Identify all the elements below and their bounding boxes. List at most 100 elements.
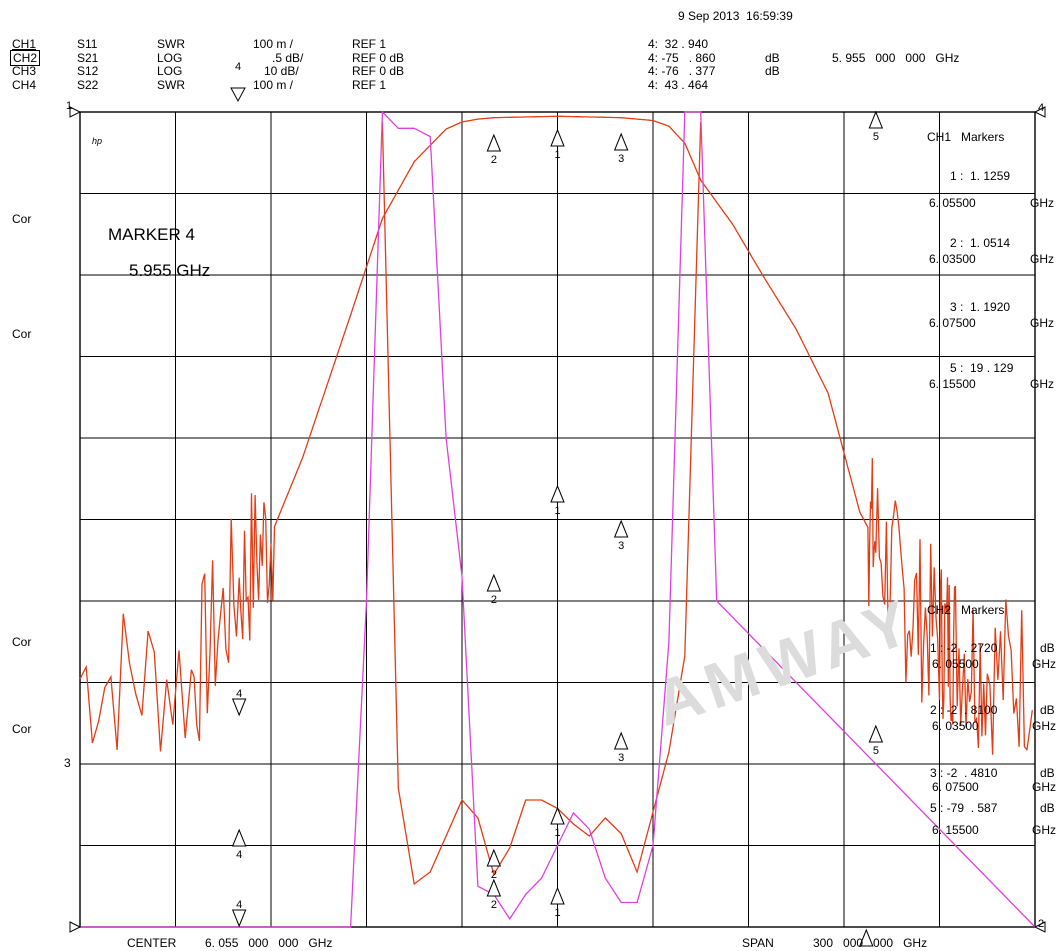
span-marker-triangle: [859, 928, 874, 947]
ch3-scale: 10 dB/: [264, 64, 299, 78]
active-marker-ch1: 4: 32 . 940: [648, 37, 709, 51]
ref-level-1: 1: [66, 100, 73, 112]
ch2-marker-2: 2: [486, 848, 502, 881]
ch1-marker-1-value: 1 : 1. 1259: [950, 169, 1011, 183]
ch2-marker-1-unit: dB: [1040, 641, 1055, 655]
ch3-param: S12: [77, 64, 99, 78]
ch4-format: SWR: [157, 78, 185, 92]
center-label: CENTER: [127, 936, 177, 950]
ch2-marker-1-label: 1: [555, 827, 561, 839]
ch3-scale-marker-number: 4: [235, 61, 242, 73]
ch4-marker-4-label: 4: [236, 899, 242, 911]
ch3-marker-1: 1: [550, 886, 565, 919]
ch3-scale-marker: [230, 87, 246, 103]
ch4-marker-2-triangle: [486, 573, 502, 592]
ch1-marker-1-triangle: [550, 128, 565, 147]
ref-arrow-ch1: [69, 106, 82, 118]
ch2-param: S21: [77, 51, 99, 65]
ch2-marker-1-value: 1 : -2 . 2720: [930, 641, 998, 655]
ch1-marker-5: 5: [868, 110, 884, 143]
ch2-marker-5: 5: [868, 724, 884, 757]
ref-level-2: 2: [1038, 918, 1045, 930]
ch4-marker-1-triangle: [550, 484, 565, 503]
ch4-marker-1: 1: [550, 484, 565, 517]
ch1-markers-title: CH1 Markers: [927, 130, 1005, 144]
ch4-marker-4: 4: [231, 899, 247, 928]
ch4-marker-2: 2: [486, 573, 502, 606]
ch2-marker-5-value: 5 : -79 . 587: [930, 801, 998, 815]
ch2-marker-2-freq: 6. 03500: [932, 719, 979, 733]
ch1-ref: REF 1: [352, 37, 387, 51]
ch1-marker-2-freq: 6. 03500: [929, 252, 976, 266]
ch2-marker-3-unit: dB: [1040, 766, 1055, 780]
ch1-format: SWR: [157, 37, 185, 51]
ch2-marker-3-triangle: [613, 731, 629, 750]
ch1-marker-5-label: 5: [873, 131, 879, 143]
ch1-marker-1-freq: 6. 05500: [929, 196, 976, 210]
ch1-marker-5-triangle: [868, 110, 884, 129]
ch4-ref: REF 1: [352, 78, 387, 92]
ch2-markers-title: CH2 Markers: [927, 603, 1005, 617]
ch2-marker-2-ghz: GHz: [1032, 719, 1056, 733]
correction-label-3: Cor: [12, 635, 32, 649]
ch1-marker-1: 1: [550, 128, 565, 161]
ch1-marker-3-freq: 6. 07500: [929, 316, 976, 330]
ch4-marker-4-triangle: [231, 909, 247, 928]
ch2-marker-1: 1: [550, 806, 565, 839]
ch1-marker-2: 2: [486, 133, 502, 166]
ch1-marker-4-triangle: [231, 828, 247, 847]
ch1-marker-4: 4: [231, 828, 247, 861]
ch2-marker-2-label: 2: [491, 869, 497, 881]
ch3-marker-1-label: 1: [555, 907, 561, 919]
ch3-name[interactable]: CH3: [12, 64, 37, 78]
ch4-marker-1-label: 1: [555, 505, 561, 517]
ch2-marker-2-value: 2 : -2 . 8100: [930, 703, 998, 717]
ch2-marker-5-label: 5: [873, 745, 879, 757]
ch2-marker-3-label: 3: [618, 752, 624, 764]
ref-level-3: 3: [64, 756, 71, 770]
ch4-name[interactable]: CH4: [12, 78, 37, 92]
ch2-marker-5-unit: dB: [1040, 801, 1055, 815]
ch2-marker-2-unit: dB: [1040, 703, 1055, 717]
ch1-marker-3-label: 3: [618, 153, 624, 165]
correction-label-1: Cor: [12, 212, 32, 226]
trace-ch1: [79, 115, 1033, 755]
ref-arrow-ch4: [1033, 106, 1046, 118]
ch2-name[interactable]: CH2: [10, 50, 41, 66]
span-value: 300 000 000 GHz: [813, 936, 928, 950]
span-marker: [859, 928, 874, 947]
trace-ch2: [381, 121, 702, 886]
ch3-marker-4-label: 4: [236, 688, 242, 700]
ch1-marker-3-triangle: [613, 132, 629, 151]
ch2-ref: REF 0 dB: [352, 51, 405, 65]
ch2-marker-3-freq: 6. 07500: [932, 780, 979, 794]
ref-arrow-ch3: [69, 921, 82, 933]
ch1-marker-3-value: 3 : 1. 1920: [950, 300, 1011, 314]
ch2-marker-2-triangle: [486, 848, 502, 867]
ch2-marker-3-ghz: GHz: [1032, 780, 1056, 794]
active-marker-ch2-unit: dB: [765, 51, 780, 65]
ch3-marker-1-triangle: [550, 886, 565, 905]
trace-ch4: [80, 110, 1036, 928]
ch1-param: S11: [77, 37, 98, 51]
marker-note-line1: MARKER 4: [108, 225, 195, 244]
ch3-marker-2-triangle: [486, 878, 502, 897]
ch1-name[interactable]: CH1: [12, 37, 37, 51]
ch1-marker-3-unit: GHz: [1030, 316, 1054, 330]
active-marker-freq: 5. 955 000 000 GHz: [832, 51, 960, 65]
ch3-format: LOG: [157, 64, 183, 78]
ch1-marker-3: 3: [613, 132, 629, 165]
ch2-marker-1-ghz: GHz: [1032, 657, 1056, 671]
ch4-marker-2-label: 2: [491, 594, 497, 606]
ch1-scale: 100 m /: [253, 37, 294, 51]
marker-note-line2: 5.955 GHz: [129, 261, 211, 280]
ch4-param: S22: [77, 78, 99, 92]
ch4-marker-3: 3: [613, 519, 629, 552]
active-marker-ch3: 4: -76 . 377: [648, 64, 716, 78]
correction-label-4: Cor: [12, 722, 32, 736]
ch2-marker-3: 3: [613, 731, 629, 764]
ch3-marker-4: 4: [231, 688, 247, 717]
correction-label-2: Cor: [12, 327, 32, 341]
